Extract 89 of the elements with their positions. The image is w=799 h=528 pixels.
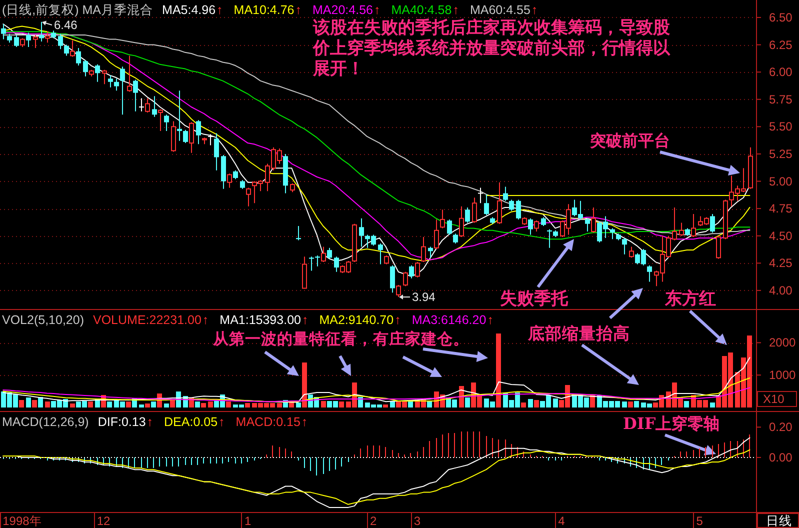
y-tick-label: 5.25: [769, 146, 793, 161]
bar: [383, 404, 388, 408]
text: MA20:4.56↑: [312, 3, 380, 17]
bar: [208, 402, 213, 408]
bar: [70, 404, 75, 408]
bar: [139, 404, 144, 408]
y-tick-label: 5.50: [769, 120, 793, 134]
y-tick-label: 4.75: [769, 202, 793, 216]
text: MA5:4.96↑: [162, 3, 223, 17]
text: MA10:4.76↑: [234, 3, 302, 17]
bar: [321, 400, 326, 408]
bar: [201, 402, 206, 408]
chart-title: MACD(12,26,9): [2, 415, 89, 429]
text: MA2:9140.70↑: [319, 313, 401, 327]
annotation: 失败季托: [500, 289, 569, 309]
bar: [496, 333, 501, 408]
bar: [26, 398, 31, 408]
text: MA60:4.55↑: [470, 3, 538, 17]
y-tick-label: 0.00: [769, 450, 793, 464]
bar: [622, 402, 627, 408]
annotation: 东方红: [664, 289, 716, 309]
bar: [88, 402, 93, 408]
bar: [170, 399, 175, 408]
x-tick-label: 5: [696, 514, 704, 528]
text: MA1:15393.00↑: [220, 313, 308, 327]
bar: [107, 402, 112, 408]
y-tick-label: 6.50: [769, 10, 793, 24]
bar: [19, 400, 24, 408]
annotation: 从第一波的量特征看，有庄家建仓。: [212, 329, 469, 348]
bar: [339, 402, 344, 408]
bar: [634, 400, 639, 408]
y-tick-label: 4.00: [769, 283, 793, 298]
bar: [684, 400, 689, 408]
bar: [32, 400, 37, 408]
bar: [296, 402, 301, 408]
y-tick-label: 5.00: [769, 174, 793, 188]
line-series: [2, 449, 750, 505]
x-tick-label: 2: [370, 514, 377, 528]
chart-title: VOL2(5,10,20): [2, 313, 84, 327]
x-tick-label: 3: [414, 514, 421, 528]
bar: [628, 402, 633, 408]
series-label: MACD:0.15↑: [236, 415, 308, 429]
bar: [151, 402, 156, 408]
text: DIF:0.13↑: [98, 415, 154, 429]
x-tick-label: 12: [96, 514, 111, 528]
line-series: [2, 357, 750, 403]
annotation: 突破前平台: [589, 131, 670, 150]
y-tick-label: 5.75: [769, 92, 793, 106]
line-series: [2, 377, 750, 402]
x-tick-label: 4: [558, 514, 566, 528]
text: MA40:4.58↑: [391, 3, 459, 17]
y-tick-label: 4.50: [769, 228, 793, 243]
y-tick-label: 6.25: [769, 38, 793, 52]
text: DEA:0.05↑: [164, 415, 225, 429]
bar: [528, 399, 533, 408]
annotation: 3.94: [412, 290, 436, 304]
y-tick-label: 2000: [769, 336, 796, 350]
bar: [164, 404, 169, 408]
bar: [521, 402, 526, 408]
bar: [465, 398, 470, 408]
x-tick-label: 1: [244, 514, 252, 528]
bar: [145, 404, 150, 408]
bar: [195, 402, 200, 408]
annotation: 底部缩量抬高: [527, 324, 630, 343]
bar: [45, 402, 50, 408]
chart-title: (日线,前复权) MA月季混合: [2, 3, 154, 17]
y-tick-label: 6.00: [769, 65, 793, 80]
bar: [277, 402, 282, 408]
text: VOLUME:22231.00↑: [93, 313, 209, 327]
annotation: 6.46: [54, 18, 78, 32]
annotation: DIF上穿零轴: [623, 414, 720, 433]
bar: [427, 402, 432, 408]
y-tick-label: 1000: [769, 368, 796, 382]
bar: [710, 402, 715, 408]
y-tick-label: 4.25: [769, 256, 793, 270]
bar: [302, 362, 307, 408]
annotation: 该股在失败的季托后庄家再次收集筹码，导致股价上穿季均线系统并放量突破前头部，行情得以展开！: [312, 18, 671, 79]
text: X10: [763, 392, 785, 406]
x-tick-label: 1998年: [2, 514, 42, 528]
bar: [553, 398, 558, 408]
y-tick-label: 0.20: [769, 420, 793, 434]
bar: [534, 400, 539, 408]
bar: [126, 402, 131, 408]
text: 日线: [766, 514, 792, 528]
bar: [245, 402, 250, 408]
line-series: [2, 387, 750, 402]
bar: [226, 402, 231, 408]
text: MA3:6146.20↑: [412, 313, 494, 327]
bar: [408, 402, 413, 408]
